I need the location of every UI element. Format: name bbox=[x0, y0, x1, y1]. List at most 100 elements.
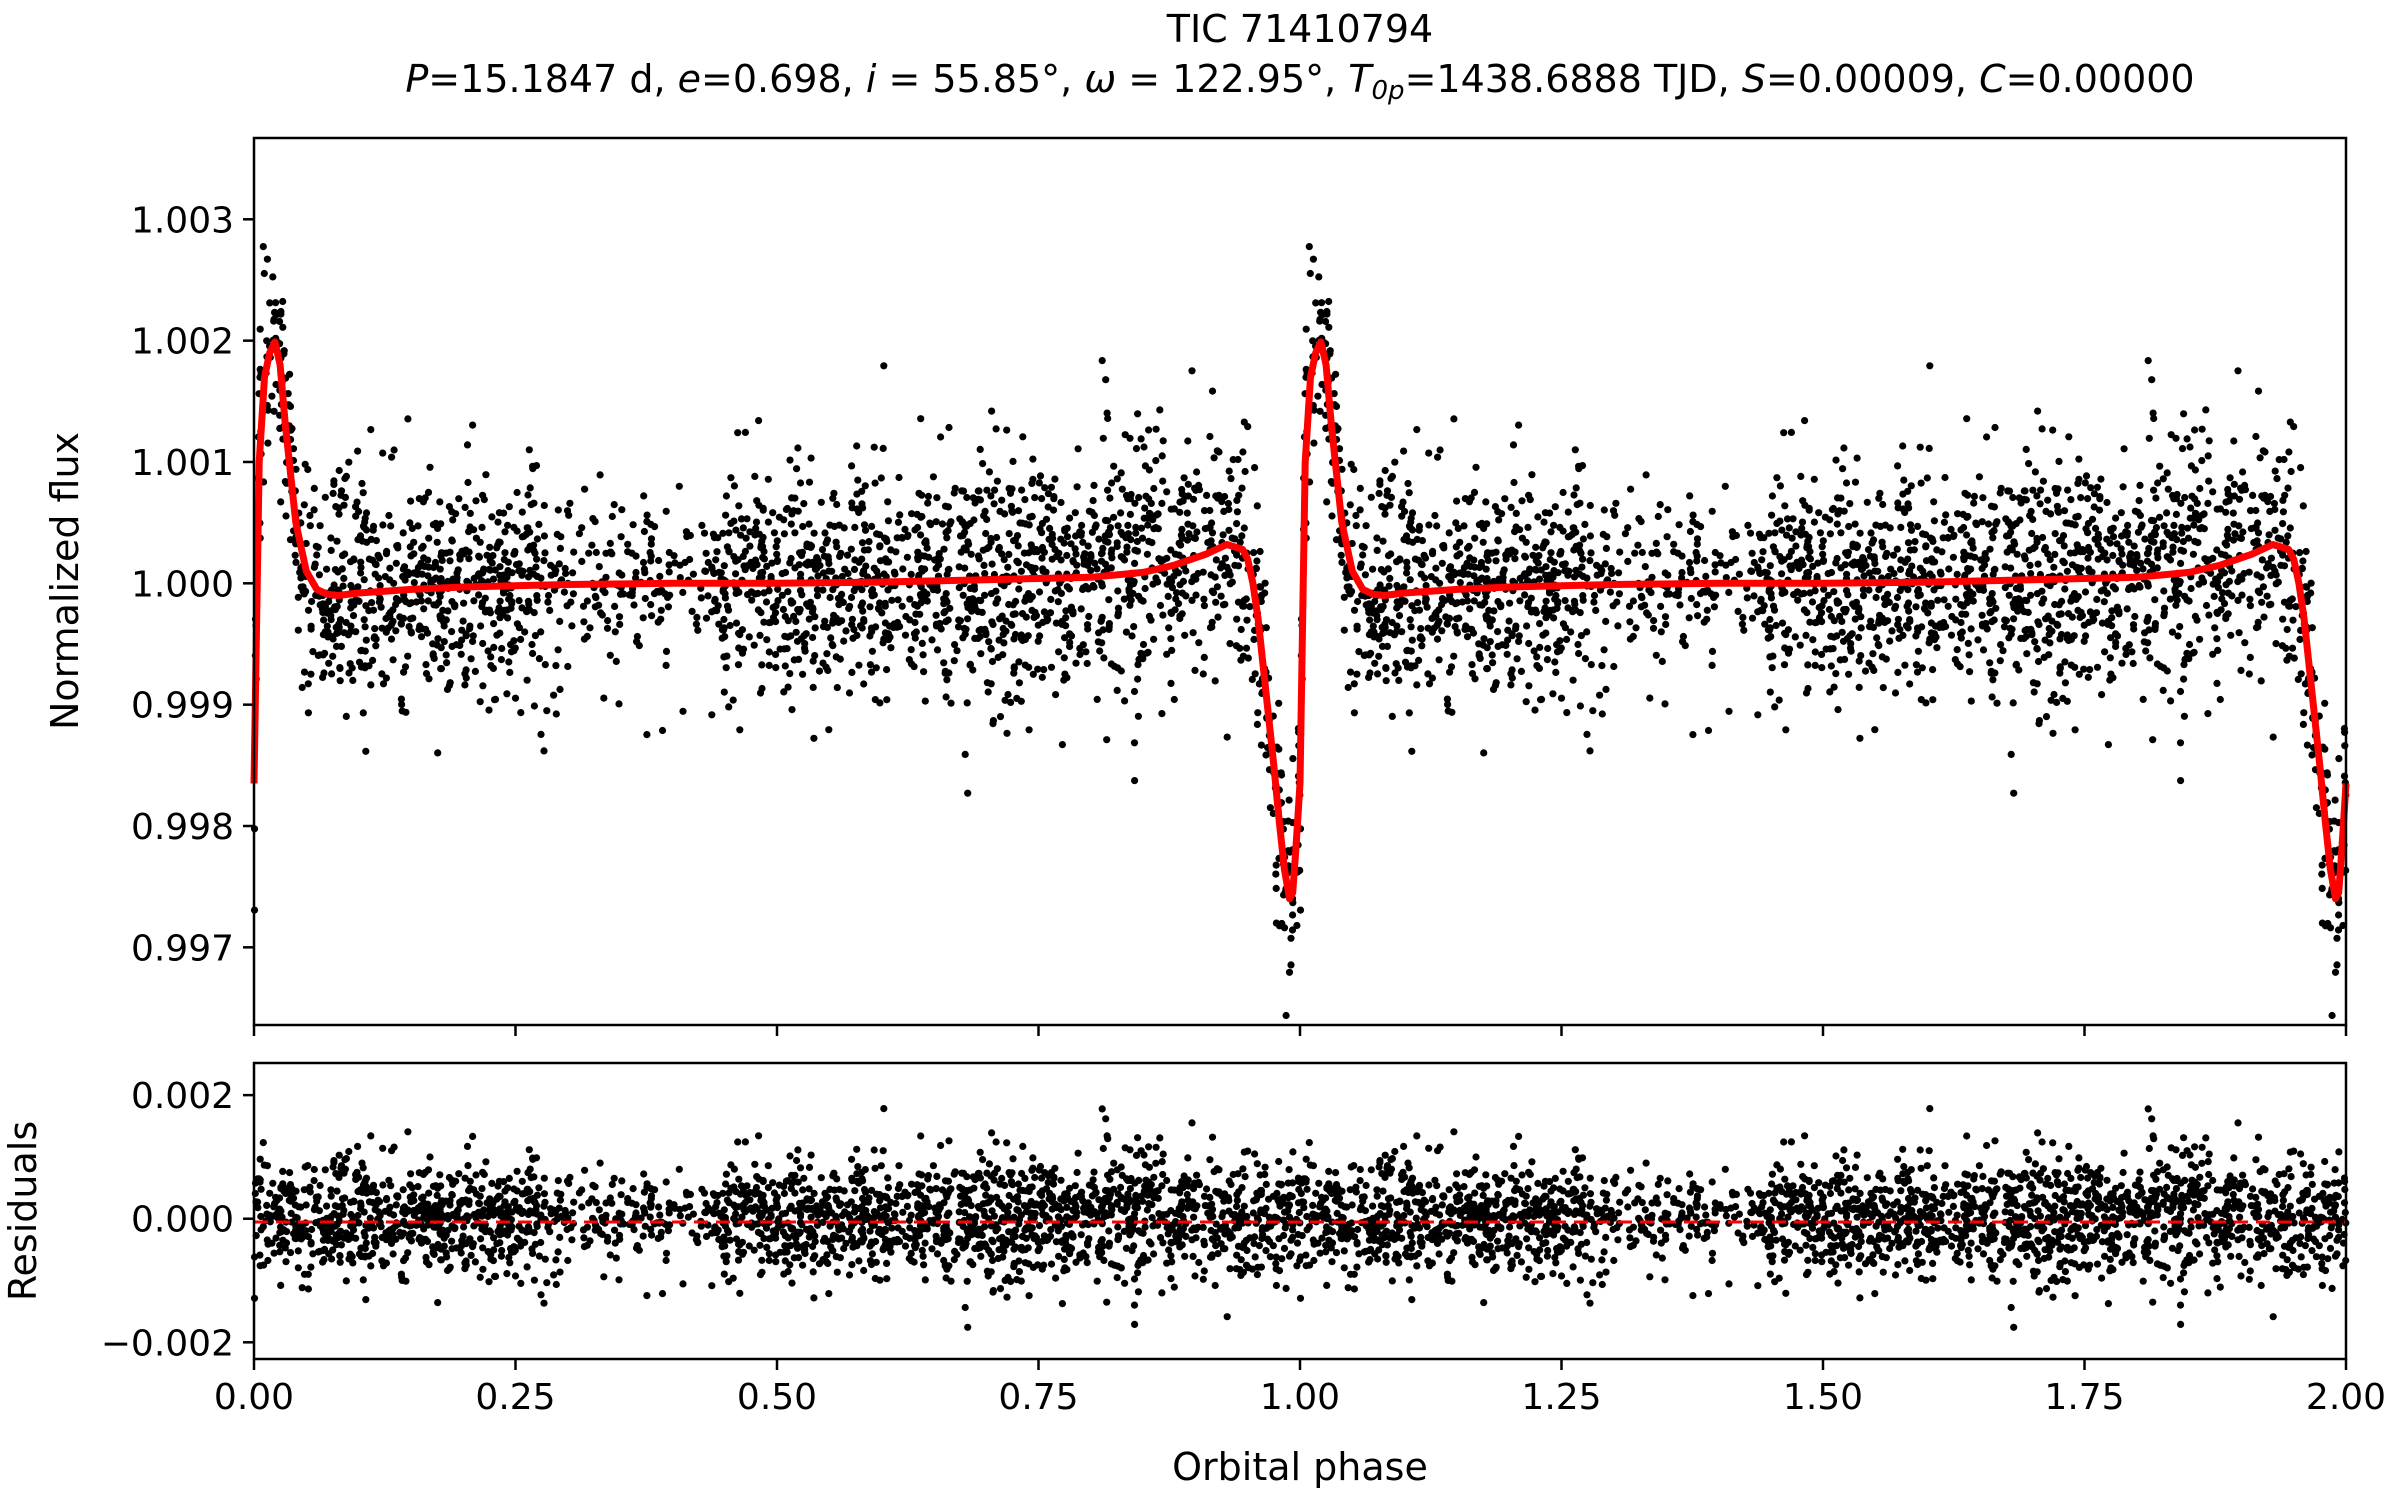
light-curve-point bbox=[2051, 550, 2059, 559]
light-curve-point bbox=[1855, 683, 1863, 692]
light-curve-point bbox=[1050, 493, 1058, 501]
light-curve-point bbox=[1802, 631, 1810, 640]
light-curve-point bbox=[271, 308, 279, 316]
light-curve-point bbox=[624, 540, 632, 548]
light-curve-point bbox=[530, 499, 538, 507]
light-curve-point bbox=[1530, 647, 1538, 655]
light-curve-point bbox=[1570, 491, 1578, 499]
light-curve-point bbox=[505, 595, 513, 603]
light-curve-point bbox=[788, 706, 796, 714]
light-curve-point bbox=[369, 606, 378, 614]
light-curve-point bbox=[1833, 520, 1841, 528]
light-curve-point bbox=[1052, 691, 1060, 699]
light-curve-point bbox=[1104, 414, 1112, 423]
light-curve-point bbox=[1897, 523, 1905, 532]
light-curve-point bbox=[2152, 494, 2160, 502]
light-curve-point bbox=[1941, 473, 1949, 482]
light-curve-point bbox=[951, 641, 959, 649]
light-curve-point bbox=[1314, 392, 1322, 400]
light-curve-point bbox=[304, 680, 312, 688]
light-curve-point bbox=[2204, 499, 2212, 507]
light-curve-point bbox=[842, 627, 850, 635]
light-curve-point bbox=[490, 620, 498, 628]
light-curve-point bbox=[1559, 488, 1567, 497]
light-curve-point bbox=[2074, 543, 2082, 552]
light-curve-point bbox=[475, 553, 483, 561]
light-curve-point bbox=[1315, 273, 1323, 281]
light-curve-point bbox=[2299, 557, 2307, 565]
light-curve-point bbox=[524, 491, 532, 499]
light-curve-point bbox=[330, 581, 338, 589]
light-curve-point bbox=[1845, 522, 1853, 531]
light-curve-point bbox=[1184, 437, 1192, 445]
light-curve-point bbox=[1282, 1011, 1290, 1020]
light-curve-point bbox=[354, 583, 362, 591]
light-curve-point bbox=[479, 682, 487, 690]
light-curve-point bbox=[1825, 605, 1833, 614]
light-curve-point bbox=[2312, 804, 2320, 812]
light-curve-point bbox=[1717, 559, 1725, 567]
light-curve-point bbox=[1767, 633, 1775, 641]
light-curve-point bbox=[2033, 645, 2041, 653]
light-curve-point bbox=[272, 299, 280, 307]
light-curve-point bbox=[2022, 445, 2030, 453]
light-curve-point bbox=[376, 582, 384, 590]
light-curve-point bbox=[2007, 750, 2015, 759]
light-curve-point bbox=[1242, 644, 1251, 652]
light-curve-point bbox=[2097, 475, 2105, 483]
light-curve-point bbox=[2001, 584, 2009, 592]
light-curve-point bbox=[1097, 550, 1106, 558]
light-curve-point bbox=[281, 478, 289, 486]
light-curve-point bbox=[349, 612, 358, 620]
light-curve-point bbox=[1919, 530, 1927, 538]
light-curve-point bbox=[1106, 494, 1114, 502]
light-curve-point bbox=[2271, 467, 2279, 475]
light-curve-point bbox=[1171, 550, 1179, 558]
light-curve-point bbox=[1131, 559, 1139, 568]
light-curve-point bbox=[270, 407, 278, 415]
light-curve-point bbox=[1551, 658, 1559, 666]
light-curve-point bbox=[1494, 642, 1502, 651]
light-curve-point bbox=[902, 612, 910, 621]
light-curve-point bbox=[1367, 493, 1375, 501]
light-curve-point bbox=[807, 454, 815, 462]
light-curve-point bbox=[2159, 686, 2167, 695]
light-curve-point bbox=[1975, 473, 1983, 481]
light-curve-point bbox=[1889, 551, 1898, 559]
light-curve-point bbox=[1105, 625, 1113, 634]
light-curve-point bbox=[1704, 726, 1713, 735]
light-curve-point bbox=[416, 591, 424, 599]
light-curve-point bbox=[533, 572, 541, 581]
light-curve-point bbox=[2230, 437, 2238, 445]
light-curve-point bbox=[1038, 554, 1046, 562]
light-curve-point bbox=[1586, 557, 1594, 565]
light-curve-point bbox=[1046, 524, 1054, 533]
light-curve-point bbox=[1918, 623, 1926, 631]
light-curve-point bbox=[1293, 921, 1301, 930]
light-curve-point bbox=[361, 662, 369, 670]
light-curve-point bbox=[2097, 587, 2105, 595]
light-curve-point bbox=[2297, 670, 2305, 678]
light-curve-point bbox=[429, 521, 437, 529]
light-curve-point bbox=[1693, 557, 1701, 565]
light-curve-point bbox=[610, 501, 618, 509]
light-curve-point bbox=[1117, 469, 1125, 477]
light-curve-point bbox=[858, 586, 866, 594]
light-curve-point bbox=[1010, 669, 1018, 677]
light-curve-point bbox=[497, 577, 505, 585]
light-curve-point bbox=[2205, 611, 2213, 619]
light-curve-point bbox=[1744, 521, 1752, 530]
light-curve-point bbox=[2183, 649, 2191, 657]
light-curve-point bbox=[1232, 642, 1240, 650]
light-curve-point bbox=[2180, 661, 2188, 669]
light-curve-point bbox=[2205, 477, 2213, 485]
light-curve-point bbox=[510, 550, 518, 558]
light-curve-point bbox=[2005, 591, 2013, 599]
light-curve-point bbox=[1805, 553, 1813, 562]
light-curve-point bbox=[1225, 526, 1233, 534]
light-curve-point bbox=[784, 683, 792, 691]
light-curve-point bbox=[588, 541, 596, 549]
light-curve-point bbox=[354, 447, 362, 455]
light-curve-point bbox=[1007, 698, 1015, 707]
